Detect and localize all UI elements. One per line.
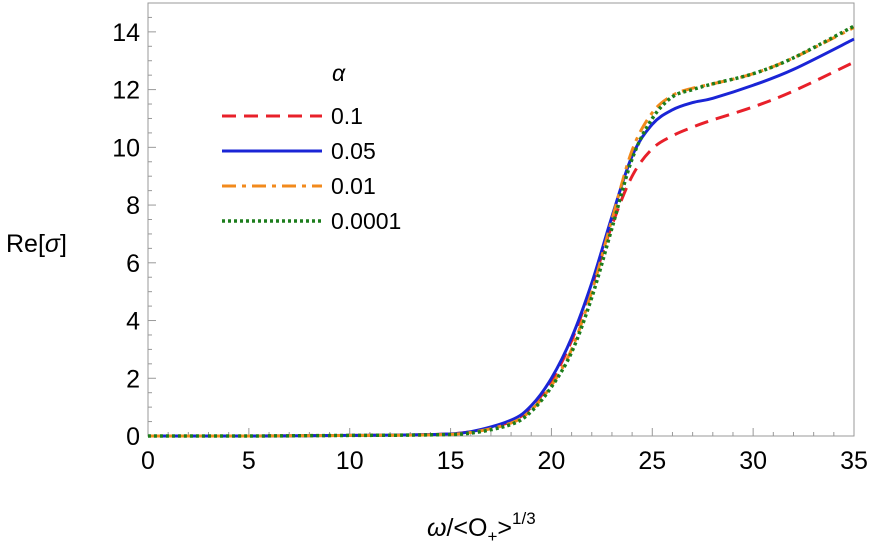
y-tick-label: 8 [126,192,140,220]
y-axis-label-pre: Re[ [6,230,45,258]
x-tick-label: 10 [336,447,364,475]
x-tick-label: 30 [739,447,767,475]
x-tick-label: 5 [242,447,256,475]
series-line-0.05 [147,37,855,438]
x-axis-label-sub: + [487,527,497,545]
x-axis-label-sup: 1/3 [512,509,536,528]
legend-entries: 0.1 0.05 0.01 0.0001 [222,103,401,234]
y-tick-label: 4 [126,308,140,336]
y-axis-label-post: ] [60,230,67,258]
y-tick-label: 0 [126,423,140,451]
y-tick-label: 6 [126,250,140,278]
legend-label: 0.0001 [331,208,401,234]
y-tick-label: 14 [112,19,140,47]
y-tick-label: 10 [112,134,140,162]
y-axis-label-sigma: σ [45,230,61,258]
x-tick-label: 35 [840,447,868,475]
legend-label: 0.01 [331,173,376,199]
y-axis-label: Re[σ] [6,230,67,258]
y-tick-label: 12 [112,77,140,105]
x-tick-label: 0 [141,447,155,475]
ticks-group: 0 5 10 15 20 25 30 35 0 2 4 6 8 10 12 14 [112,16,868,475]
legend-label: 0.1 [331,103,363,129]
x-tick-label: 25 [638,447,666,475]
series-line-0.1 [147,60,855,438]
x-tick-label: 20 [538,447,566,475]
y-tick-label: 2 [126,365,140,393]
legend: α 0.1 0.05 0.01 0.0001 [222,60,401,234]
series-line-0.0001 [147,24,855,438]
legend-title: α [332,60,346,86]
x-axis-label-slash: /<O [446,514,487,542]
series-group [147,24,855,438]
x-tick-label: 15 [437,447,465,475]
x-axis-label-close: > [497,514,512,542]
series-line-0.01 [147,26,855,438]
legend-label: 0.05 [331,138,376,164]
x-axis-label-omega: ω [427,514,446,542]
x-axis-label: ω/<O+>1/3 [427,509,536,545]
